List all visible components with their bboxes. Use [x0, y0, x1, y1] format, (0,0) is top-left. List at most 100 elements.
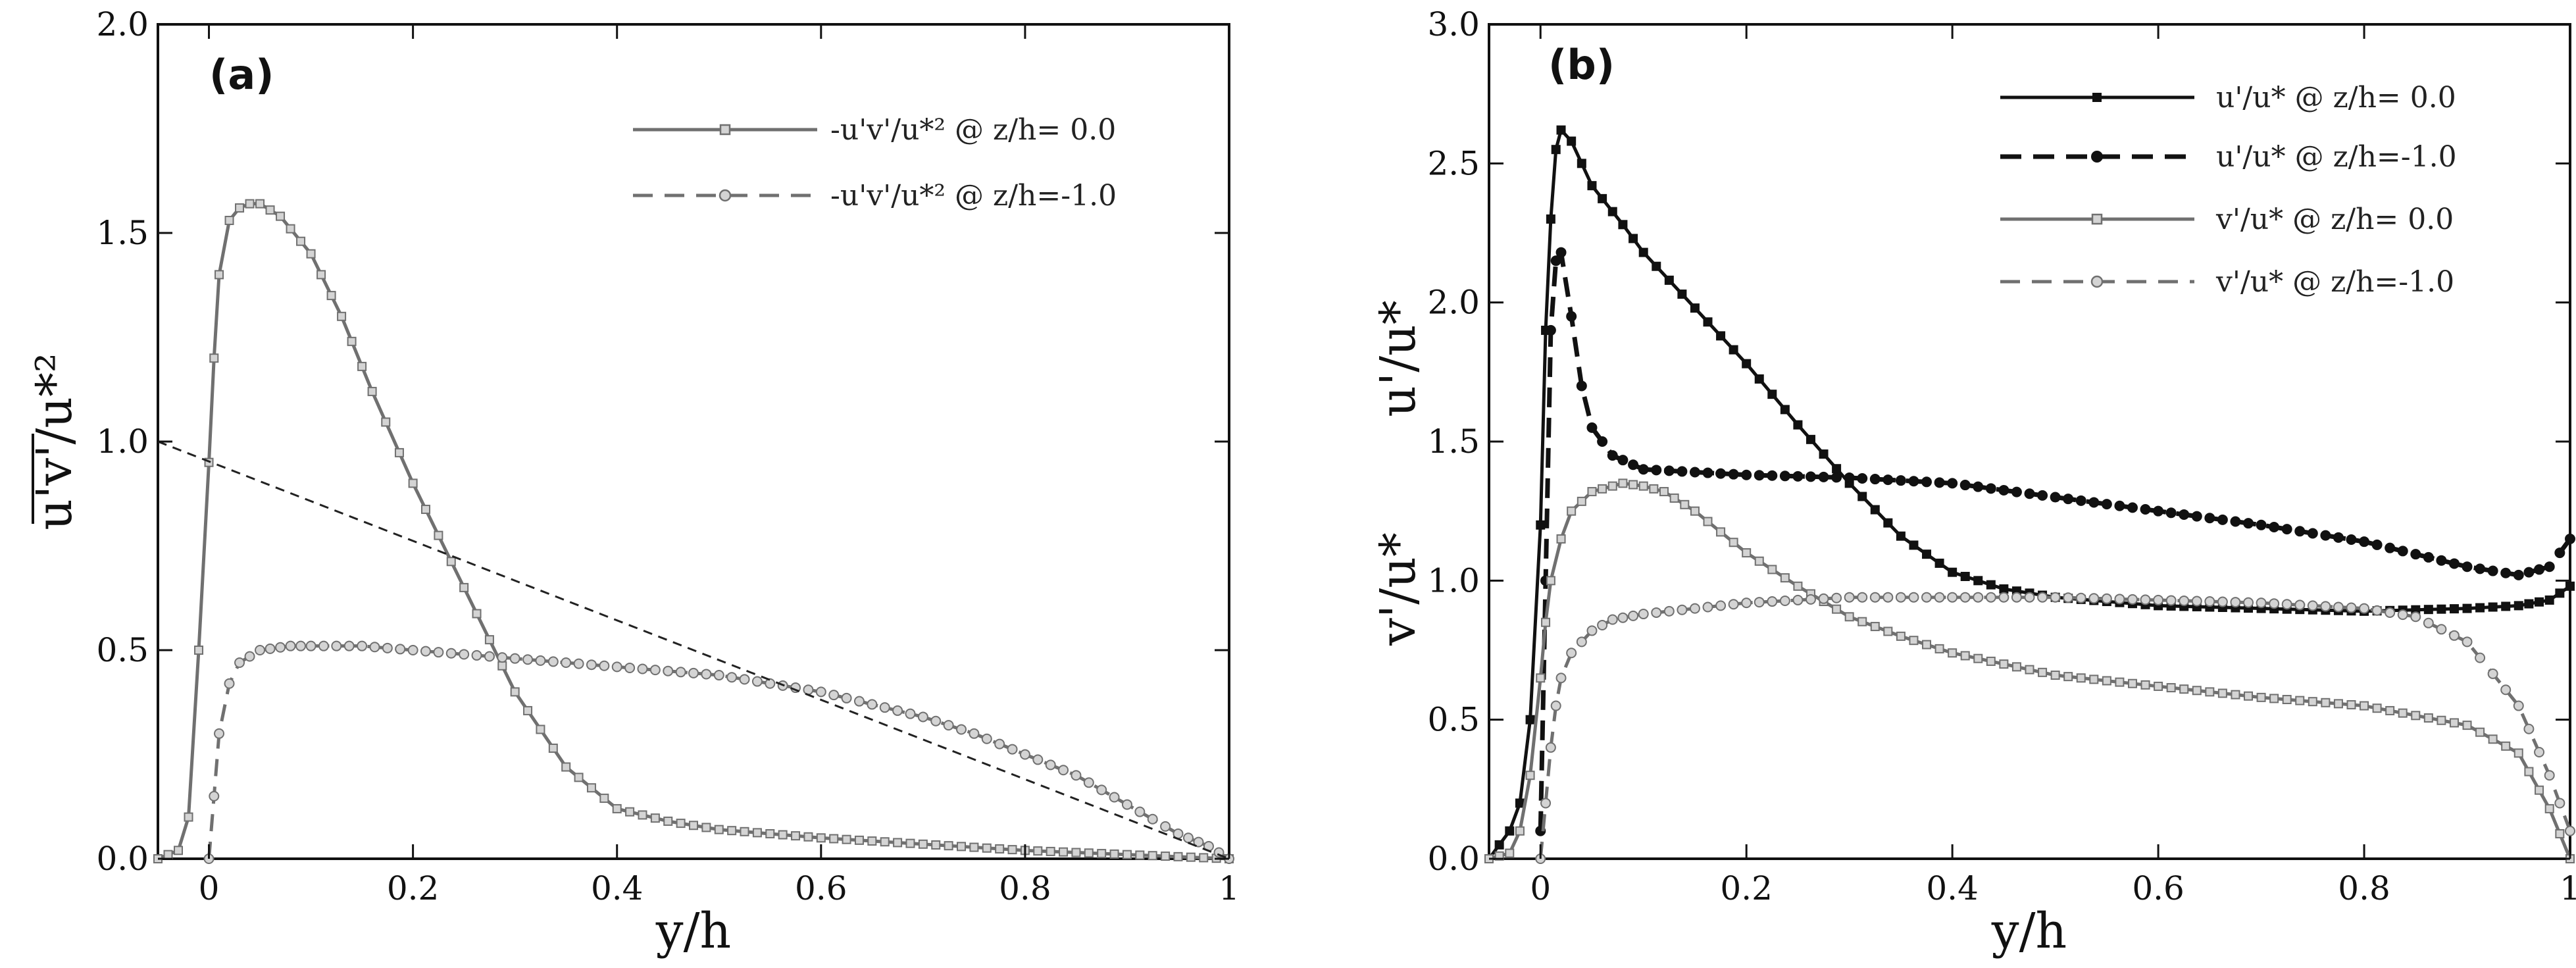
panel-a-series-1-point: [305, 640, 316, 651]
panel-b-series-1-point: [1818, 471, 1829, 482]
panel-b-series-0-point: [1948, 567, 1957, 577]
panel-b-series-3-line: [1538, 596, 2572, 859]
panel-a-series-0-point: [791, 831, 801, 841]
panel-b-series-3-point: [2534, 746, 2545, 757]
panel-b-series-2-point: [1567, 506, 1577, 516]
panel-b-series-1-point: [2165, 507, 2177, 519]
panel-b-series-2-point: [2423, 713, 2433, 723]
panel-b-series-1-point: [1895, 475, 1906, 486]
panel-b-series-3-point: [1586, 625, 1598, 636]
panel-b-series-3-point: [1831, 592, 1842, 603]
panel-b-series-2-point: [1546, 576, 1555, 586]
panel-b-series-3-point: [1792, 594, 1804, 605]
panel-a-series-0-point: [574, 773, 584, 782]
panel-b-series-0-point: [2565, 581, 2575, 591]
panel-b-series-2-point: [1703, 517, 1713, 526]
panel-b-series-3-point: [2554, 798, 2565, 809]
panel-b-series-1-point: [1545, 324, 1556, 336]
panel-b-series-2-point: [2513, 748, 2523, 758]
panel-b-series-3-point: [2050, 592, 2061, 603]
panel-b-series-1-point: [2153, 505, 2164, 517]
panel-a-series-0-point: [599, 794, 609, 803]
panel-a-series-0-point: [689, 821, 698, 830]
panel-b-series-0-point: [1780, 405, 1790, 415]
panel-b-series-0-point: [1986, 580, 1996, 590]
panel-a-series-0-point: [296, 236, 306, 246]
panel-a: 0 0.2 0.4 0.6 0.8 1 0.0 0.5 1.0 1.5 2.0 (a) y/h u'…: [26, 5, 1240, 959]
panel-b-series-3-point: [1540, 798, 1552, 809]
panel-a-series-0-point: [408, 478, 418, 488]
panel-b-legend-marker-0: [2092, 93, 2102, 102]
panel-a-series-0-point: [650, 813, 660, 823]
panel-a-series-0-point: [548, 743, 558, 753]
panel-b-series-2-point: [2462, 721, 2472, 730]
panel-a-x-tick-label-2: 0.4: [591, 869, 644, 907]
panel-a-series-1-point: [815, 686, 826, 698]
panel-b-series-3-point: [1617, 612, 1629, 623]
panel-a-series-0-point: [1046, 846, 1055, 856]
panel-b-series-1-point: [2513, 569, 2524, 580]
panel-a-series-1-point: [713, 670, 724, 681]
panel-a-series-1-point: [265, 643, 276, 654]
panel-b-legend-label-1: u'/u* @ z/h=-1.0: [2216, 140, 2457, 174]
panel-a-series-0-point: [472, 609, 482, 619]
panel-a-series-1-point: [930, 715, 942, 726]
panel-a-y-axis-title-group: u'v'/u*²: [26, 353, 83, 530]
panel-b-series-0-point: [1690, 303, 1700, 313]
panel-a-series-0-point: [276, 211, 286, 221]
panel-b-series-2-point: [1505, 848, 1515, 858]
panel-b-series-1-point: [2063, 494, 2074, 505]
panel-a-series-0-point: [1199, 853, 1209, 863]
panel-a-legend-marker-1: [719, 189, 732, 202]
panel-b-series-1-point: [1792, 471, 1804, 482]
panel-a-series-0-point: [625, 807, 635, 817]
panel-b-series-1-point: [1677, 466, 1688, 477]
panel-a-series-1-point: [994, 738, 1005, 750]
panel-b-series-1-point: [1767, 470, 1778, 481]
panel-b-series-2-point: [2501, 741, 2511, 751]
panel-b-series-0-point: [1922, 549, 1932, 559]
panel-b-series-1-point: [2534, 564, 2545, 575]
panel-b-series-3-point: [1628, 610, 1639, 621]
panel-b-series-0-point: [1742, 359, 1752, 369]
panel-b-series-2-point: [2256, 692, 2266, 702]
panel-a-series-1-point: [255, 645, 266, 655]
panel-b-series-2-point: [1793, 581, 1803, 591]
panel-b-series-1-point: [2385, 542, 2396, 553]
panel-b-series-2-point: [2140, 680, 2150, 690]
panel-b-series-2-point: [1629, 480, 1638, 490]
panel-a-series-1-point: [599, 660, 610, 671]
panel-b-label: (b): [1548, 41, 1615, 89]
panel-a-series-1-point: [943, 720, 954, 731]
panel-b-series-2-point: [1729, 538, 1738, 548]
panel-b-series-3-point: [1651, 607, 1662, 618]
panel-a-series-0-point: [1084, 848, 1094, 858]
panel-b-series-1-point: [1741, 469, 1752, 480]
panel-b-series-3-point: [1702, 601, 1713, 613]
panel-b-series-2-point: [2535, 785, 2544, 795]
panel-b-series-3-point: [1607, 614, 1618, 625]
panel-b-series-2-point: [2269, 694, 2279, 703]
panel-b-series-1: [1535, 247, 2575, 836]
panel-b-series-1-point: [1607, 450, 1618, 461]
panel-a-x-tick-label-5: 1: [1219, 869, 1240, 907]
panel-b-series-2-point: [2475, 727, 2485, 737]
panel-a-series-1-point: [224, 678, 235, 689]
panel-b-series-0-point: [1567, 136, 1577, 146]
panel-b-series-3-point: [1805, 594, 1816, 605]
panel-b-series-3-point: [1857, 592, 1868, 603]
panel-b-series-1-point: [2359, 536, 2370, 548]
panel-a-series-1-point: [433, 647, 444, 658]
panel-a-series-0-point: [765, 828, 775, 838]
panel-a-series-0-point: [842, 834, 851, 844]
panel-a-series-1-point: [497, 652, 508, 663]
panel-b-series-0-point: [1551, 145, 1561, 155]
panel-b-series-2-point: [1832, 604, 1842, 614]
panel-b-legend: u'/u* @ z/h= 0.0 u'/u* @ z/h=-1.0 v'/u* …: [2000, 81, 2457, 299]
panel-b-series-2-point: [2102, 676, 2111, 686]
panel-b-series-0-point: [1754, 374, 1764, 384]
panel-b-series-2-point: [1716, 527, 1726, 537]
panel-b-series-2-point: [1649, 484, 1659, 494]
panel-a-series-1-point: [420, 646, 431, 657]
panel-b-series-1-point: [1754, 470, 1765, 481]
